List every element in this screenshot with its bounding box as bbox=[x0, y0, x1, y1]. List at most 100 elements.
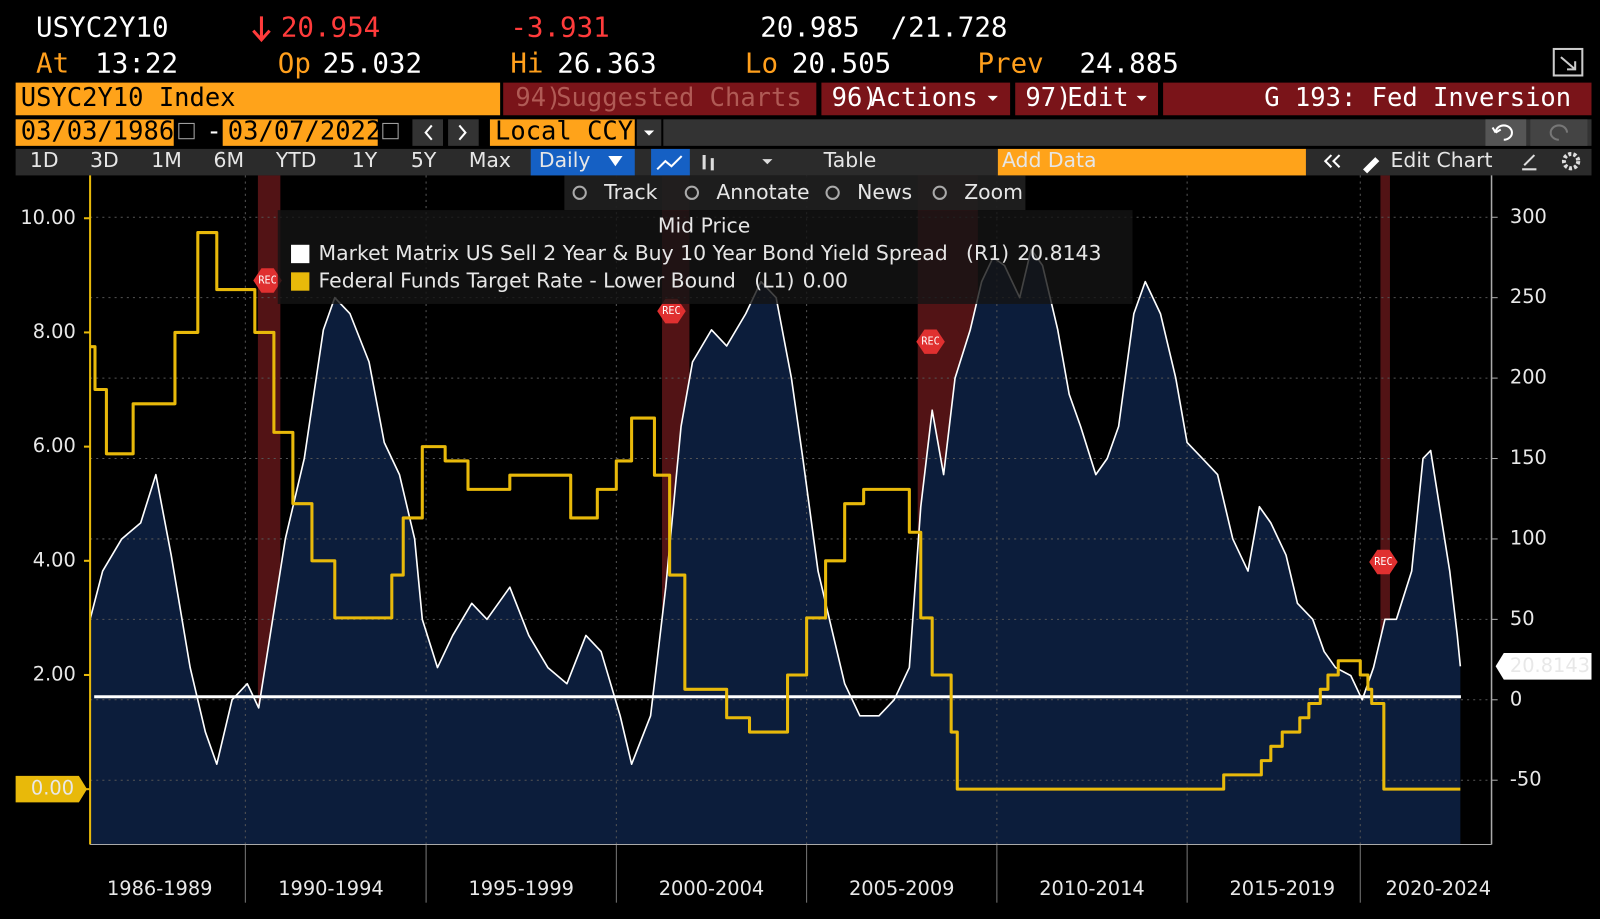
x-tick-label: 2020-2024 bbox=[1386, 877, 1492, 900]
expand-icon[interactable] bbox=[1552, 47, 1584, 77]
x-tick-label: 2005-2009 bbox=[849, 877, 955, 900]
icon bbox=[458, 124, 467, 141]
legend-axis: (L1) bbox=[754, 269, 794, 293]
button-number: 97) bbox=[1025, 83, 1071, 113]
legend-title: Mid Price bbox=[658, 213, 750, 237]
add-data-box[interactable] bbox=[997, 148, 1306, 176]
tool-icon bbox=[825, 185, 840, 200]
toolbar-fill bbox=[15, 148, 1592, 176]
label: Op bbox=[278, 47, 311, 79]
label: Prev bbox=[977, 47, 1043, 79]
period-button[interactable]: 1D bbox=[30, 148, 59, 172]
calendar-icon[interactable] bbox=[178, 122, 195, 140]
low: 20.505 bbox=[792, 47, 891, 79]
edit-icon[interactable] bbox=[1522, 154, 1537, 171]
line-chart-button[interactable] bbox=[651, 148, 690, 176]
period-button[interactable]: 3D bbox=[90, 148, 119, 172]
legend-name: Federal Funds Target Rate - Lower Bound bbox=[319, 269, 736, 293]
actions-button[interactable] bbox=[821, 82, 1011, 116]
recession-band bbox=[1380, 175, 1390, 845]
quote-header: USYC2Y10 20.954 -3.931 20.985 / 21.728 A… bbox=[36, 12, 1584, 79]
menu-bar: USYC2Y10 Index 94) Suggested Charts 96) … bbox=[15, 82, 1592, 116]
caret bbox=[987, 95, 998, 101]
start-date: 03/03/1986 bbox=[21, 117, 174, 147]
icon bbox=[1549, 124, 1569, 141]
y2-tick-label: 200 bbox=[1510, 366, 1547, 389]
currency-box[interactable] bbox=[489, 119, 635, 146]
ask: 21.728 bbox=[908, 12, 1007, 44]
bid: 20.985 bbox=[760, 12, 859, 44]
undo-button[interactable] bbox=[1485, 119, 1527, 146]
frequency: Daily bbox=[539, 148, 591, 172]
period-button[interactable]: YTD bbox=[275, 148, 317, 172]
range-bar: 03/03/1986 - 03/07/2022 Local CCY bbox=[15, 117, 1592, 147]
y2-tick-label: 100 bbox=[1510, 526, 1547, 549]
legend-swatch[interactable] bbox=[291, 244, 310, 264]
time: 13:22 bbox=[95, 47, 178, 79]
redo-button[interactable] bbox=[1530, 119, 1588, 146]
icon bbox=[424, 124, 433, 141]
legend-swatch[interactable] bbox=[291, 272, 310, 291]
period-button[interactable]: 6M bbox=[214, 148, 245, 172]
legend-value: 0.00 bbox=[803, 269, 848, 293]
button-number: 94) bbox=[515, 83, 561, 113]
table-button[interactable]: Table bbox=[823, 148, 877, 172]
rec-marker[interactable] bbox=[657, 298, 686, 324]
x-tick-label: 2015-2019 bbox=[1229, 877, 1335, 900]
separator: / bbox=[891, 12, 908, 44]
y2-tick-label: 0 bbox=[1510, 687, 1522, 710]
security-box[interactable] bbox=[15, 82, 501, 116]
down-arrow bbox=[252, 16, 271, 43]
period-button[interactable]: 1M bbox=[151, 148, 182, 172]
button-label: Actions bbox=[870, 83, 977, 113]
edit-chart-button[interactable]: Edit Chart bbox=[1391, 148, 1493, 172]
icon bbox=[1491, 124, 1513, 141]
period-button[interactable]: 5Y bbox=[411, 148, 437, 172]
add-data: Add Data bbox=[1002, 148, 1097, 172]
icon bbox=[656, 155, 683, 171]
period-button[interactable]: Max bbox=[469, 148, 511, 172]
chart-tool[interactable]: Annotate bbox=[716, 180, 809, 204]
series-line bbox=[90, 231, 1461, 791]
start-date-box[interactable] bbox=[15, 119, 174, 146]
bar-icon[interactable] bbox=[702, 155, 714, 171]
security: USYC2Y10 Index bbox=[21, 83, 236, 113]
plot-area: 0.00 2.00 4.00 6.00 8.00 10.00 -50 0 50 100 150 200… bbox=[15, 175, 1592, 903]
caret bbox=[1136, 95, 1147, 101]
y-tick-label: 4.00 bbox=[33, 548, 76, 571]
end-date-box[interactable] bbox=[222, 119, 378, 146]
x-tick-label: 1995-1999 bbox=[468, 877, 574, 900]
rec-marker[interactable] bbox=[916, 329, 945, 354]
x-tick-label: 1990-1994 bbox=[278, 877, 384, 900]
button-label: Edit bbox=[1067, 83, 1128, 113]
prev-button[interactable] bbox=[412, 119, 444, 146]
edit-button[interactable] bbox=[1015, 82, 1159, 116]
rec-label: REC bbox=[921, 337, 939, 348]
y2-tick-label: 50 bbox=[1510, 607, 1535, 630]
period-button[interactable]: 1Y bbox=[352, 148, 378, 172]
suggested-button[interactable] bbox=[503, 82, 817, 116]
x-tick-label: 1986-1989 bbox=[107, 877, 213, 900]
rec-marker[interactable] bbox=[253, 268, 282, 293]
rec-marker[interactable] bbox=[1369, 549, 1398, 575]
collapse-icon[interactable] bbox=[1323, 154, 1341, 168]
calendar-icon[interactable] bbox=[382, 122, 399, 140]
tools-bar bbox=[564, 175, 1026, 211]
settings-icon[interactable] bbox=[1561, 151, 1581, 171]
chart-tool[interactable]: Zoom bbox=[964, 180, 1023, 204]
currency: Local CCY bbox=[495, 117, 633, 147]
next-button[interactable] bbox=[448, 119, 479, 146]
period-toolbar: Daily Table Add Data Edit Chart 1D 3D 1M 6M… bbox=[15, 148, 1592, 176]
chart-tool[interactable]: News bbox=[857, 180, 912, 204]
button-label: Suggested Charts bbox=[556, 83, 802, 113]
legend: Mid Price Market Matrix US Sell 2 Year &… bbox=[277, 210, 1133, 304]
y2-tick-label: -50 bbox=[1510, 768, 1542, 791]
y-tick-label: 8.00 bbox=[33, 320, 76, 343]
button-number: 96) bbox=[832, 83, 878, 113]
caret[interactable] bbox=[762, 159, 773, 165]
chart-tool[interactable]: Track bbox=[603, 180, 658, 204]
last-value-tag bbox=[15, 775, 88, 803]
legend-box bbox=[277, 210, 1133, 304]
